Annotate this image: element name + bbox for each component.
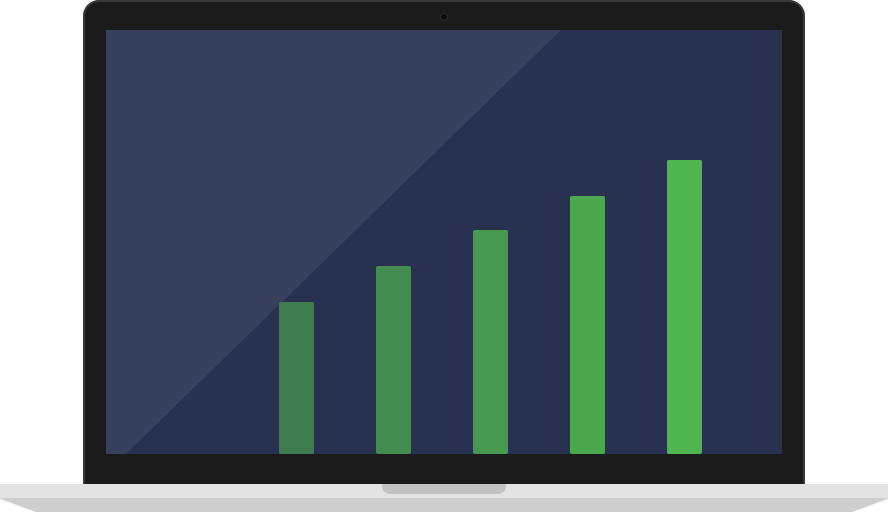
bar-5 <box>667 160 702 454</box>
bar-1 <box>279 302 314 454</box>
laptop-screen <box>106 30 782 454</box>
laptop-opening-notch <box>382 484 506 494</box>
screen-glare <box>106 30 561 454</box>
laptop-base-edge <box>0 498 888 512</box>
bar-chart <box>279 160 702 454</box>
bar-4 <box>570 196 605 454</box>
camera-icon <box>441 14 447 20</box>
bar-3 <box>473 230 508 454</box>
bar-2 <box>376 266 411 454</box>
